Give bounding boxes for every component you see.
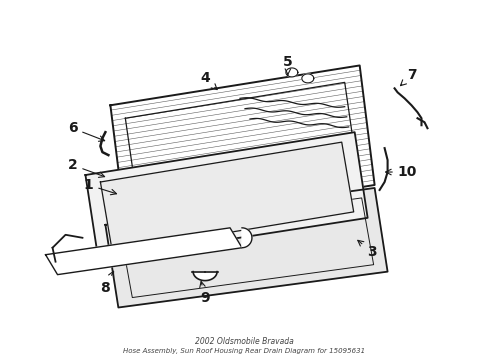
Text: 7: 7 xyxy=(400,68,415,86)
Text: Hose Assembly, Sun Roof Housing Rear Drain Diagram for 15095631: Hose Assembly, Sun Roof Housing Rear Dra… xyxy=(122,348,365,354)
Text: 3: 3 xyxy=(357,240,376,259)
Text: 5: 5 xyxy=(283,55,292,75)
Text: 1: 1 xyxy=(83,178,116,195)
Polygon shape xyxy=(100,142,353,252)
Polygon shape xyxy=(242,228,251,248)
Polygon shape xyxy=(193,272,217,280)
Polygon shape xyxy=(45,228,242,275)
Text: 4: 4 xyxy=(200,71,217,90)
Polygon shape xyxy=(301,74,313,83)
Text: 8: 8 xyxy=(101,271,113,294)
Polygon shape xyxy=(285,68,297,77)
Text: 2002 Oldsmobile Bravada: 2002 Oldsmobile Bravada xyxy=(194,337,293,346)
Polygon shape xyxy=(105,188,387,307)
Text: 2: 2 xyxy=(67,158,104,177)
Text: 10: 10 xyxy=(385,165,416,179)
Text: 6: 6 xyxy=(67,121,104,141)
Polygon shape xyxy=(110,66,374,225)
Polygon shape xyxy=(85,132,367,260)
Text: 9: 9 xyxy=(199,282,209,305)
